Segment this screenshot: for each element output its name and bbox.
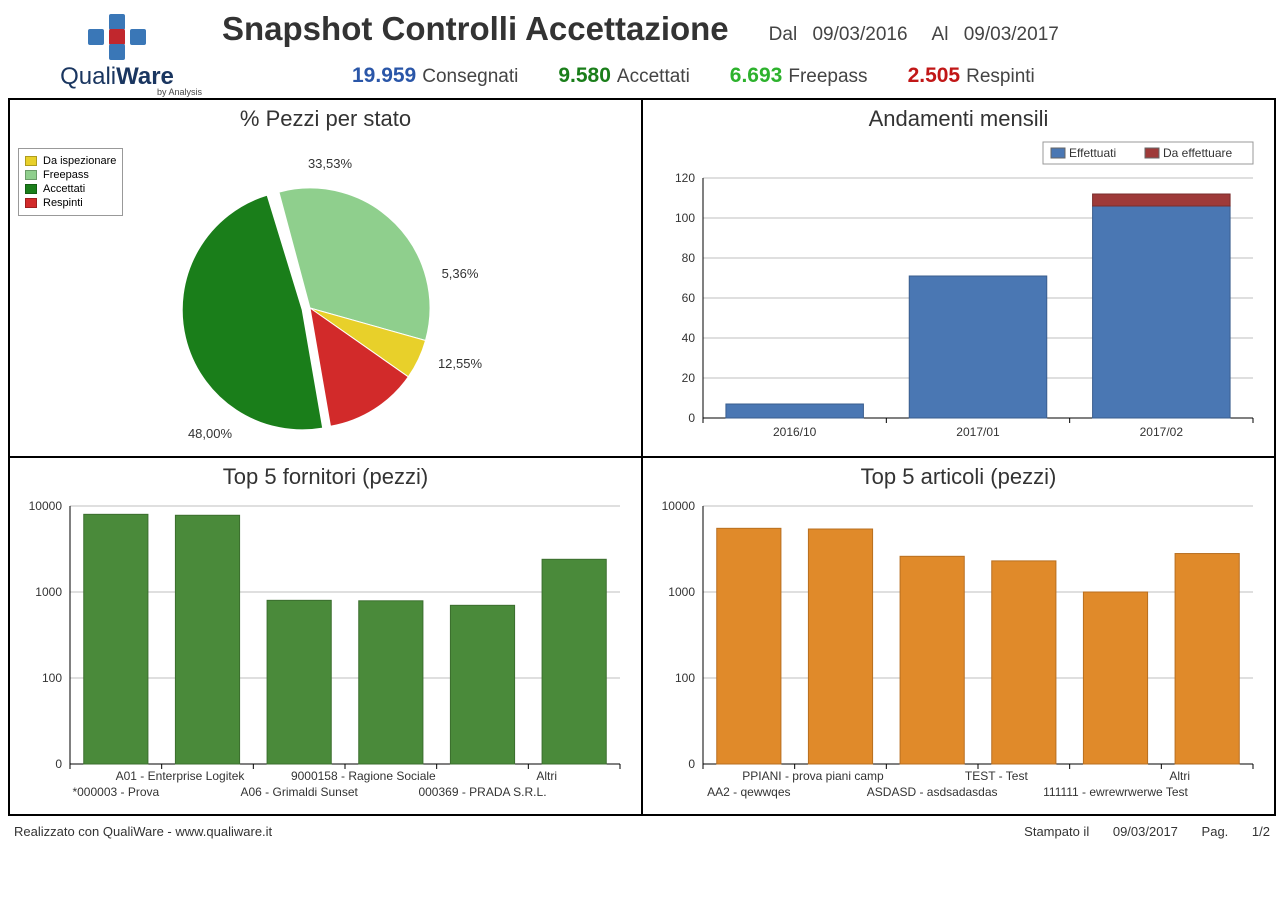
svg-text:1000: 1000	[35, 585, 62, 599]
stat-item: 19.959Consegnati	[352, 64, 518, 88]
date-range: Dal 09/03/2016 Al 09/03/2017	[769, 18, 1059, 46]
stat-item: 9.580Accettati	[558, 64, 689, 88]
logo: QualiWare by Analysis	[12, 10, 222, 97]
stat-item: 6.693Freepass	[730, 64, 868, 88]
svg-text:AA2 - qewwqes: AA2 - qewwqes	[707, 785, 790, 799]
svg-text:48,00%: 48,00%	[188, 426, 233, 441]
monthly-chart: 0 20 40 60 80 100 120 Effettuati Da effettuare 20…	[643, 138, 1273, 457]
svg-text:0: 0	[688, 757, 695, 771]
svg-text:Da effettuare: Da effettuare	[1163, 146, 1232, 160]
pie-title: % Pezzi per stato	[10, 100, 641, 134]
fornitori-chart: 0 100 1000 10000 A01 - Enterprise Logitek 900…	[10, 496, 640, 815]
svg-text:TEST - Test: TEST - Test	[965, 769, 1029, 783]
svg-text:33,53%: 33,53%	[308, 156, 353, 171]
svg-text:20: 20	[682, 371, 696, 385]
svg-text:0: 0	[55, 757, 62, 771]
svg-text:100: 100	[675, 671, 695, 685]
panel-pie: % Pezzi per stato Da ispezionareFreepass…	[9, 99, 642, 457]
page-value: 1/2	[1252, 824, 1270, 839]
fornitori-title: Top 5 fornitori (pezzi)	[10, 458, 641, 492]
panel-monthly: Andamenti mensili 0 20 40 60 80 100 120 Effettu…	[642, 99, 1275, 457]
monthly-title: Andamenti mensili	[643, 100, 1274, 134]
stat-item: 2.505Respinti	[908, 64, 1035, 88]
page-label: Pag.	[1202, 824, 1229, 839]
logo-icon	[82, 14, 152, 60]
panel-articoli: Top 5 articoli (pezzi) 0 100 1000 10000 PPIA…	[642, 457, 1275, 815]
svg-text:9000158 - Ragione Sociale: 9000158 - Ragione Sociale	[291, 769, 436, 783]
footer-left: Realizzato con QualiWare - www.qualiware…	[14, 824, 272, 839]
pie-chart: 33,53% 5,36% 12,55% 48,00%	[10, 138, 640, 457]
footer: Realizzato con QualiWare - www.qualiware…	[8, 816, 1276, 843]
svg-text:Altri: Altri	[536, 769, 557, 783]
from-date: 09/03/2016	[812, 24, 907, 45]
svg-text:Altri: Altri	[1169, 769, 1190, 783]
svg-text:12,55%: 12,55%	[438, 356, 483, 371]
printed-label: Stampato il	[1024, 824, 1089, 839]
svg-text:10000: 10000	[29, 499, 63, 513]
svg-text:40: 40	[682, 331, 696, 345]
svg-text:2017/01: 2017/01	[956, 425, 1000, 439]
svg-text:80: 80	[682, 251, 696, 265]
to-date: 09/03/2017	[964, 24, 1059, 45]
svg-text:111111 - ewrewrwerwe Test: 111111 - ewrewrwerwe Test	[1043, 785, 1188, 799]
stats-row: 19.959Consegnati 9.580Accettati 6.693Freep…	[222, 64, 1272, 88]
articoli-title: Top 5 articoli (pezzi)	[643, 458, 1274, 492]
svg-text:ASDASD - asdsadasdas: ASDASD - asdsadasdas	[867, 785, 998, 799]
svg-text:100: 100	[675, 211, 695, 225]
page-title: Snapshot Controlli Accettazione	[222, 10, 729, 48]
svg-text:2017/02: 2017/02	[1140, 425, 1184, 439]
svg-text:5,36%: 5,36%	[442, 266, 479, 281]
articoli-chart: 0 100 1000 10000 PPIANI - prova piani camp TE…	[643, 496, 1273, 815]
header: QualiWare by Analysis Snapshot Controlli…	[8, 4, 1276, 98]
svg-text:000369 - PRADA S.R.L.: 000369 - PRADA S.R.L.	[418, 785, 546, 799]
panel-fornitori: Top 5 fornitori (pezzi) 0 100 1000 10000 A01…	[9, 457, 642, 815]
to-label: Al	[932, 24, 949, 45]
svg-text:2016/10: 2016/10	[773, 425, 817, 439]
svg-text:A01 - Enterprise Logitek: A01 - Enterprise Logitek	[116, 769, 246, 783]
svg-text:PPIANI - prova piani camp: PPIANI - prova piani camp	[742, 769, 884, 783]
charts-grid: % Pezzi per stato Da ispezionareFreepass…	[8, 98, 1276, 816]
svg-text:120: 120	[675, 171, 695, 185]
svg-text:10000: 10000	[662, 499, 696, 513]
svg-text:100: 100	[42, 671, 62, 685]
svg-text:0: 0	[688, 411, 695, 425]
svg-text:1000: 1000	[668, 585, 695, 599]
svg-text:A06 - Grimaldi Sunset: A06 - Grimaldi Sunset	[240, 785, 358, 799]
printed-date: 09/03/2017	[1113, 824, 1178, 839]
from-label: Dal	[769, 24, 798, 45]
svg-text:*000003 - Prova: *000003 - Prova	[72, 785, 159, 799]
svg-text:Effettuati: Effettuati	[1069, 146, 1116, 160]
svg-text:60: 60	[682, 291, 696, 305]
